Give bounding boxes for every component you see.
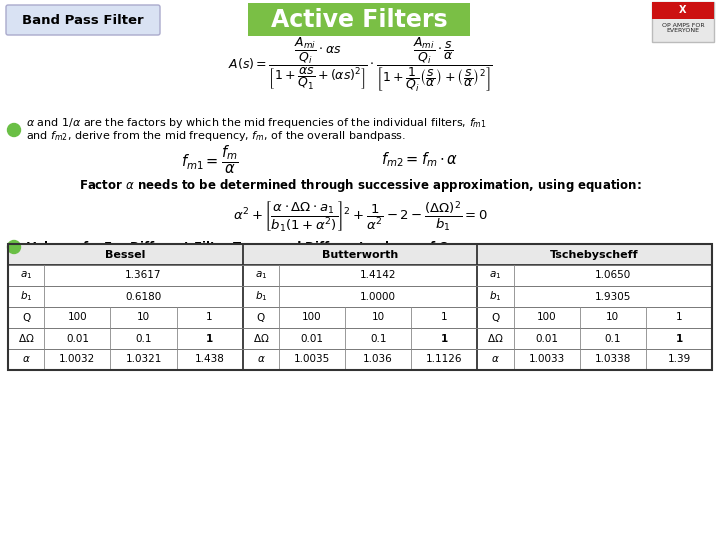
- Text: 1.0321: 1.0321: [125, 354, 162, 364]
- Text: 0.01: 0.01: [300, 334, 323, 343]
- Text: $b_1$: $b_1$: [489, 289, 502, 303]
- Text: $a_1$: $a_1$: [20, 269, 32, 281]
- Text: $a_1$: $a_1$: [490, 269, 502, 281]
- Text: 0.1: 0.1: [370, 334, 387, 343]
- Text: $\alpha$ and 1/$\alpha$ are the factors by which the mid frequencies of the indi: $\alpha$ and 1/$\alpha$ are the factors …: [26, 116, 487, 130]
- Text: $b_1$: $b_1$: [20, 289, 32, 303]
- Text: Q: Q: [22, 313, 30, 322]
- Text: 1.9305: 1.9305: [595, 292, 631, 301]
- Text: 0.01: 0.01: [535, 334, 558, 343]
- Text: 10: 10: [372, 313, 384, 322]
- Text: $b_1$: $b_1$: [255, 289, 267, 303]
- Text: 10: 10: [606, 313, 619, 322]
- Text: 1.0032: 1.0032: [59, 354, 96, 364]
- Circle shape: [7, 124, 20, 137]
- Bar: [8, 244, 712, 370]
- Bar: [8, 244, 712, 370]
- Text: 1: 1: [207, 313, 213, 322]
- Circle shape: [7, 240, 20, 253]
- Text: and $f_{m2}$, derive from the mid frequency, $f_m$, of the overall bandpass.: and $f_{m2}$, derive from the mid freque…: [26, 129, 406, 143]
- Text: OP AMPS FOR
EVERYONE: OP AMPS FOR EVERYONE: [662, 23, 704, 33]
- Text: 1: 1: [206, 334, 213, 343]
- Text: 0.1: 0.1: [605, 334, 621, 343]
- Text: 10: 10: [137, 313, 150, 322]
- Text: $\Delta\Omega$: $\Delta\Omega$: [487, 333, 504, 345]
- Text: $\alpha$: $\alpha$: [256, 354, 265, 364]
- Text: 0.1: 0.1: [135, 334, 152, 343]
- Text: Bessel: Bessel: [105, 249, 145, 260]
- Text: 100: 100: [537, 313, 557, 322]
- Text: $\Delta\Omega$: $\Delta\Omega$: [18, 333, 35, 345]
- Text: 0.01: 0.01: [66, 334, 89, 343]
- Bar: [652, 2, 714, 42]
- Text: 1.1126: 1.1126: [426, 354, 462, 364]
- Text: 100: 100: [302, 313, 322, 322]
- Text: 1.036: 1.036: [364, 354, 393, 364]
- FancyBboxPatch shape: [248, 3, 470, 36]
- Text: 1: 1: [675, 334, 683, 343]
- Text: 1: 1: [675, 313, 683, 322]
- Text: 1: 1: [441, 313, 448, 322]
- Text: $\alpha^2 + \left[\dfrac{\alpha \cdot \Delta\Omega \cdot a_1}{b_1(1 + \alpha^2)}: $\alpha^2 + \left[\dfrac{\alpha \cdot \D…: [233, 200, 487, 234]
- Text: $\alpha$: $\alpha$: [491, 354, 500, 364]
- Text: Active Filters: Active Filters: [271, 8, 447, 32]
- Text: $A(s) = \dfrac{\dfrac{A_{mi}}{Q_i} \cdot \alpha s}{\left[1 + \dfrac{\alpha s}{Q_: $A(s) = \dfrac{\dfrac{A_{mi}}{Q_i} \cdot…: [228, 36, 492, 94]
- Bar: [8, 244, 712, 265]
- Text: Butterworth: Butterworth: [322, 249, 398, 260]
- Text: 100: 100: [68, 313, 87, 322]
- Text: 1.0000: 1.0000: [360, 292, 396, 301]
- Text: Values of $\alpha$ For Different Filter Types and Different valures of Q:: Values of $\alpha$ For Different Filter …: [26, 239, 454, 255]
- Text: $\Delta\Omega$: $\Delta\Omega$: [253, 333, 269, 345]
- Text: Band Pass Filter: Band Pass Filter: [22, 14, 144, 26]
- Text: $f_{m1} = \dfrac{f_m}{\alpha}$: $f_{m1} = \dfrac{f_m}{\alpha}$: [181, 144, 239, 176]
- Text: Q: Q: [257, 313, 265, 322]
- FancyBboxPatch shape: [6, 5, 160, 35]
- Text: $\alpha$: $\alpha$: [22, 354, 30, 364]
- Text: 1.0338: 1.0338: [595, 354, 631, 364]
- Text: 1.4142: 1.4142: [360, 271, 397, 280]
- Bar: [652, 2, 714, 19]
- Text: 1.39: 1.39: [667, 354, 690, 364]
- Text: Factor $\alpha$ needs to be determined through successive approximation, using e: Factor $\alpha$ needs to be determined t…: [78, 178, 642, 194]
- Text: 1.438: 1.438: [194, 354, 225, 364]
- Text: 1: 1: [441, 334, 448, 343]
- Text: Q: Q: [491, 313, 500, 322]
- Text: 1.0033: 1.0033: [528, 354, 565, 364]
- Text: $f_{m2} = f_m \cdot \alpha$: $f_{m2} = f_m \cdot \alpha$: [382, 151, 459, 170]
- Text: 1.0035: 1.0035: [294, 354, 330, 364]
- Text: $a_1$: $a_1$: [255, 269, 267, 281]
- Text: 1.0650: 1.0650: [595, 271, 631, 280]
- Text: X: X: [679, 5, 687, 15]
- Text: 1.3617: 1.3617: [125, 271, 162, 280]
- Text: 0.6180: 0.6180: [125, 292, 162, 301]
- Text: Tschebyscheff: Tschebyscheff: [550, 249, 639, 260]
